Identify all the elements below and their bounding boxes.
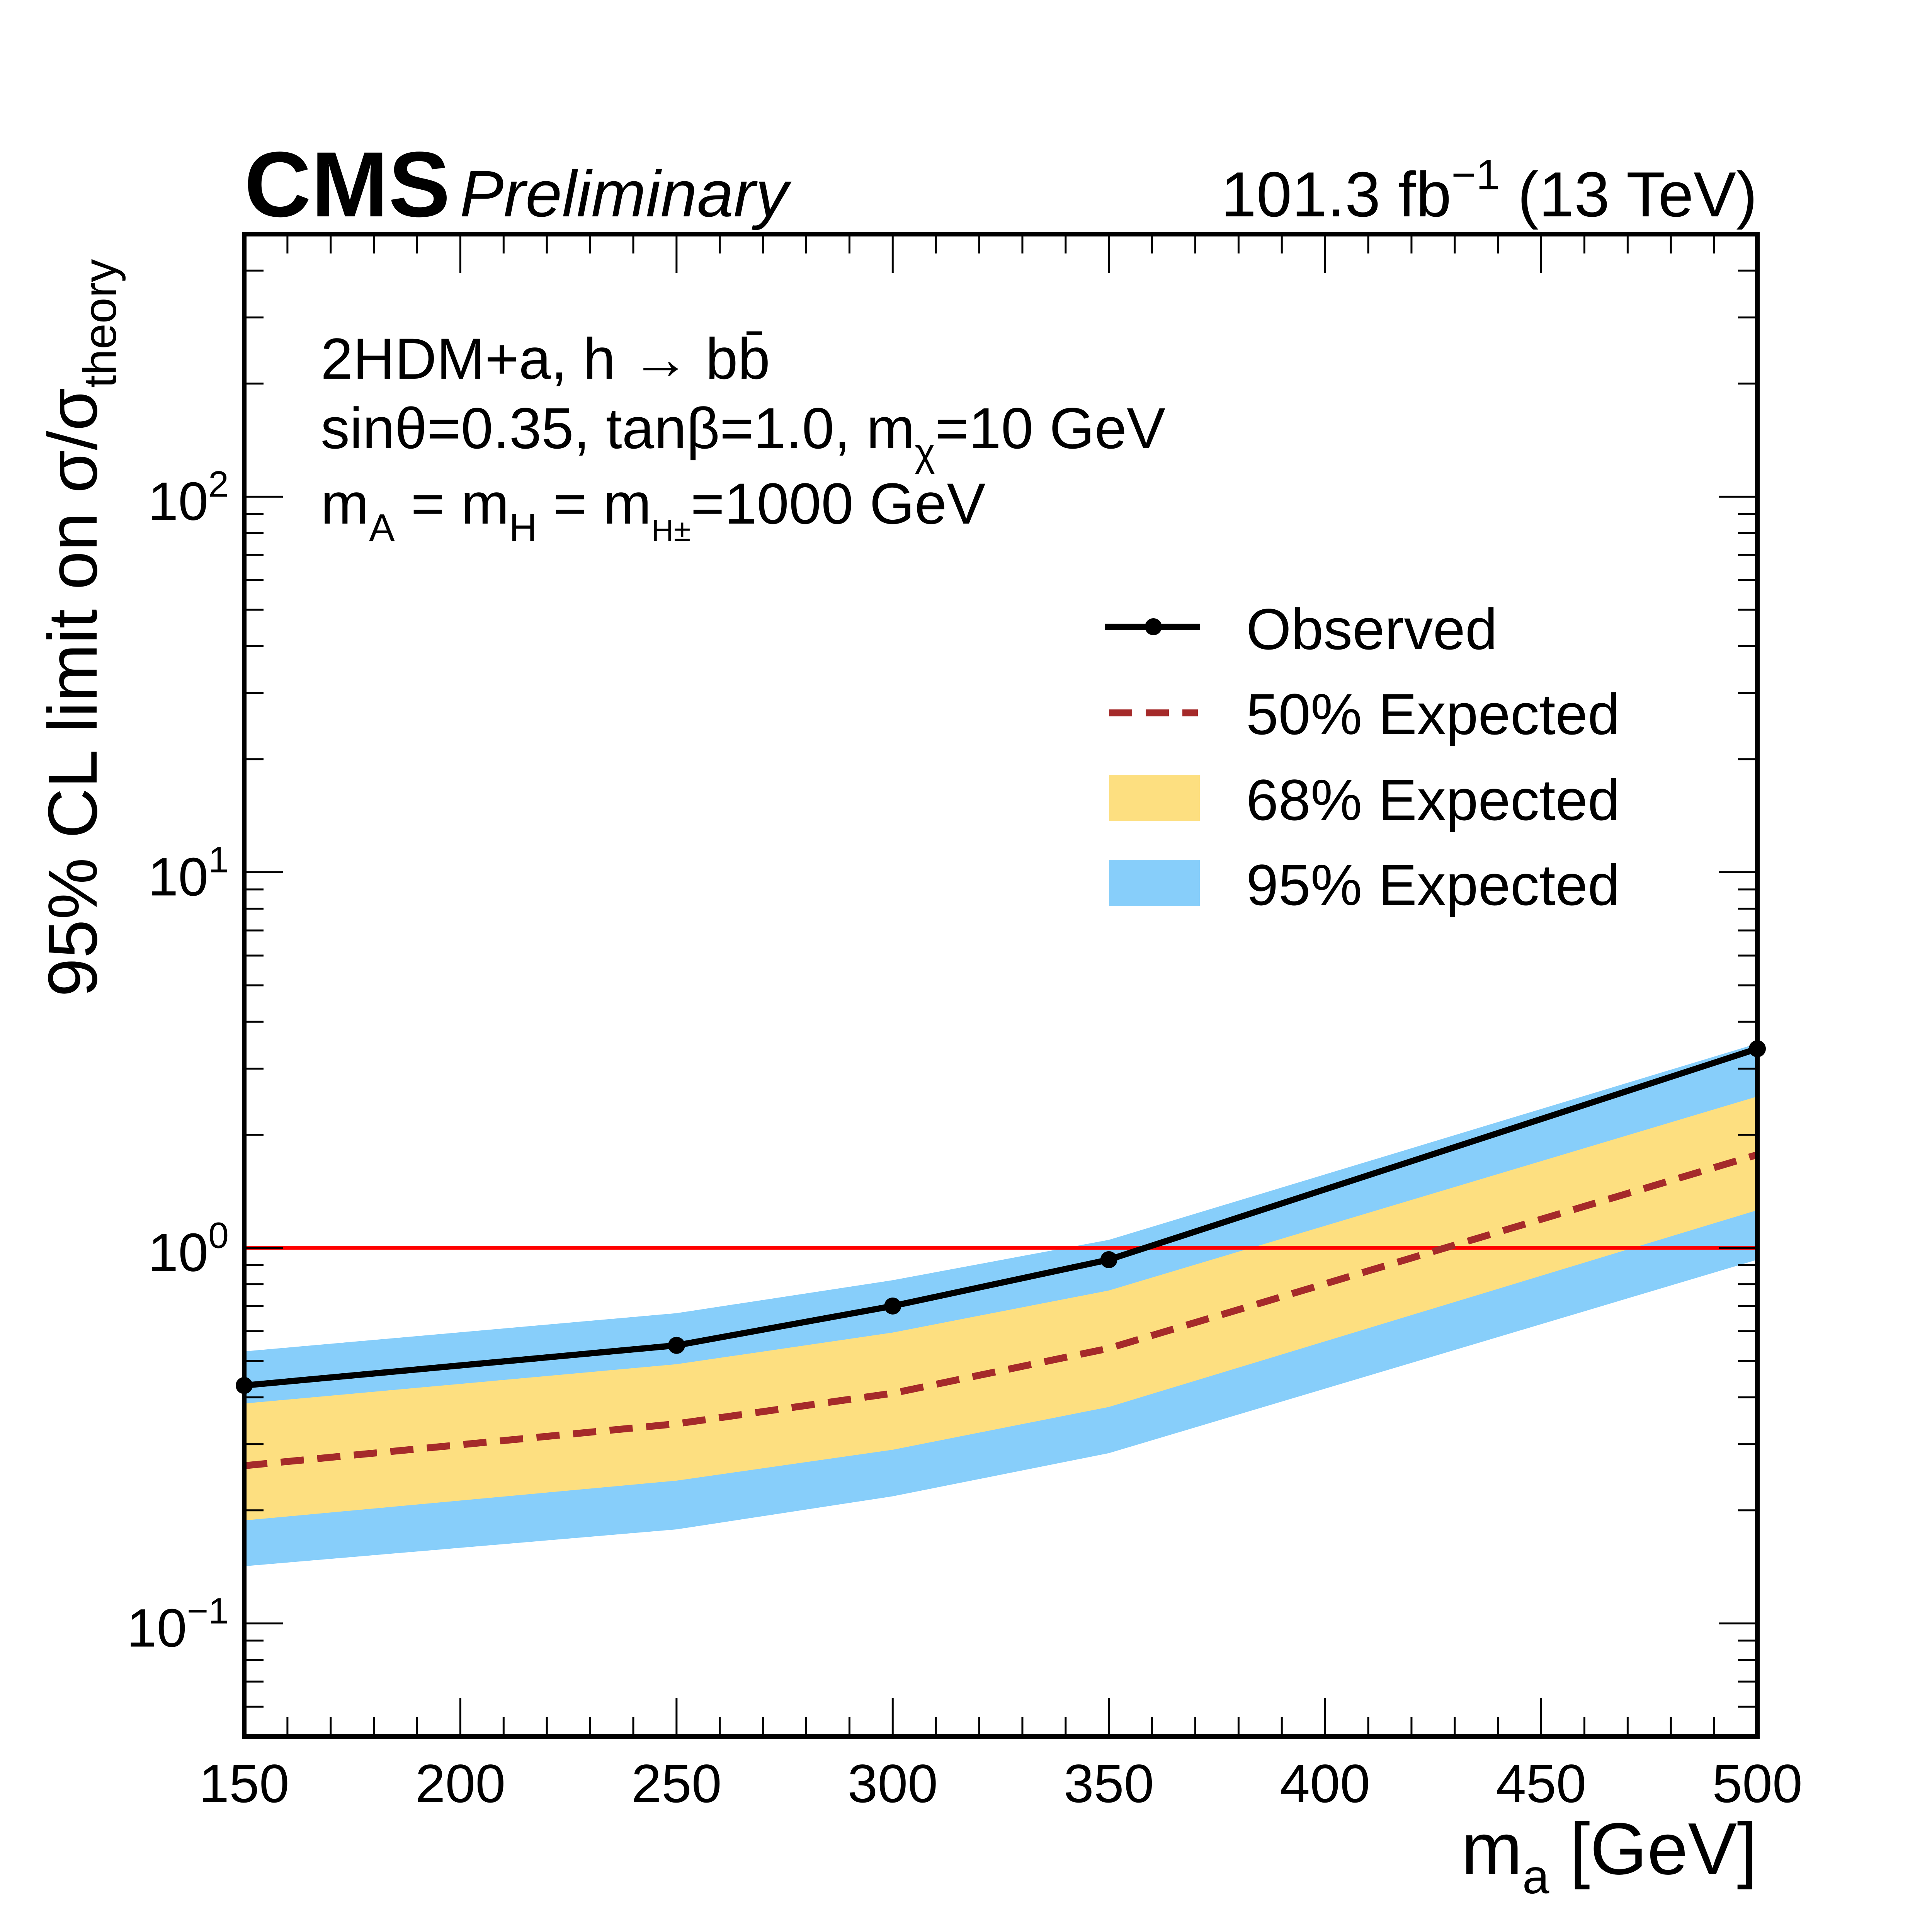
params-end: =10 GeV <box>935 396 1165 461</box>
x-tick-label: 400 <box>1280 1753 1370 1814</box>
x-axis-title: ma [GeV] <box>1461 1808 1757 1904</box>
x-tick-label: 350 <box>1064 1753 1154 1814</box>
mass-value: =1000 GeV <box>690 471 985 536</box>
observed-point <box>668 1337 685 1354</box>
mass-h: = m <box>395 471 509 536</box>
legend-observed-label: Observed <box>1246 597 1497 662</box>
lumi-value: 101.3 fb <box>1221 159 1451 230</box>
y-tick-label: 10−1 <box>127 1590 229 1658</box>
lumi-label: 101.3 fb−1 (13 TeV) <box>1221 151 1757 230</box>
lumi-exponent: −1 <box>1451 151 1500 199</box>
y-tick-label: 101 <box>148 839 229 907</box>
legend-observed-marker <box>1145 618 1162 635</box>
params-text: sinθ=0.35, tanβ=1.0, m <box>321 396 915 461</box>
legend-expected-label: 50% Expected <box>1246 682 1620 747</box>
masses-label: mA = mH = mH±=1000 GeV <box>321 471 986 549</box>
preliminary-label: Preliminary <box>460 157 792 231</box>
axes-layer: 150 200 250 300 350 400 450 500 10−1 100 101 102 <box>127 232 1803 1814</box>
energy-label: (13 TeV) <box>1500 159 1757 230</box>
x-tick-label: 150 <box>199 1753 289 1814</box>
x-tick-label: 500 <box>1712 1753 1803 1814</box>
x-tick-label: 300 <box>847 1753 938 1814</box>
params-label: sinθ=0.35, tanβ=1.0, mχ=10 GeV <box>321 396 1165 474</box>
observed-point <box>884 1297 901 1315</box>
x-tick-label: 250 <box>631 1753 722 1814</box>
mass-h-sub: H <box>509 506 537 549</box>
mass-hpm-sub: H± <box>651 513 691 548</box>
model-label: 2HDM+a, h → bb̄ <box>321 326 770 391</box>
mass-hpm: = m <box>537 471 651 536</box>
cms-label: CMS <box>244 133 450 236</box>
legend-95-label: 95% Expected <box>1246 852 1620 917</box>
x-tick-label: 450 <box>1496 1753 1587 1814</box>
legend-68-swatch <box>1109 775 1200 821</box>
x-tick-label: 200 <box>415 1753 506 1814</box>
y-tick-label: 102 <box>148 464 229 531</box>
mass-a-sub: A <box>369 506 395 549</box>
observed-point <box>1100 1251 1117 1269</box>
legend: Observed 50% Expected 68% Expected 95% E… <box>1105 597 1620 917</box>
band-68 <box>244 1096 1757 1520</box>
legend-68-label: 68% Expected <box>1246 767 1620 832</box>
mass-a: m <box>321 471 369 536</box>
legend-95-swatch <box>1109 860 1200 906</box>
params-sub: χ <box>915 431 935 474</box>
y-tick-label: 100 <box>148 1215 229 1282</box>
y-axis-title: 95% CL limit on σ/σtheory <box>34 259 126 997</box>
